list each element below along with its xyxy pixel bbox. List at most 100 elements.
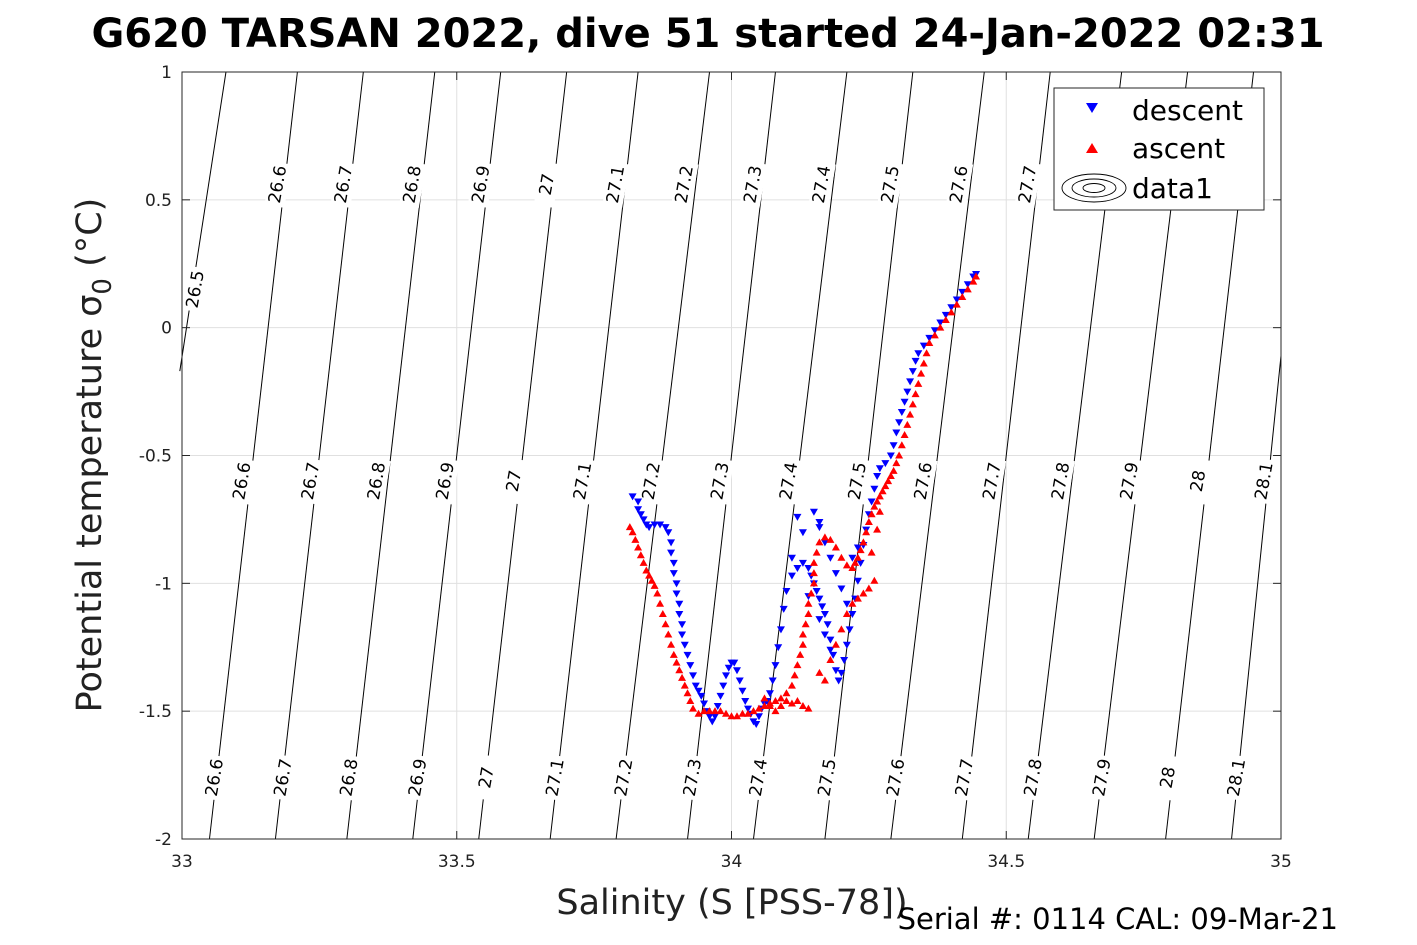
ascent-point [867,548,876,556]
ascent-point [853,553,862,561]
legend-ascent-marker [1086,143,1098,153]
descent-point [845,626,854,634]
ascent-point [917,369,926,377]
descent-point [952,296,961,304]
descent-point [867,498,876,506]
descent-point [735,677,744,685]
density-contour-label-bg [1223,754,1251,802]
ascent-point [859,538,868,546]
density-contour-label-bg [541,754,570,802]
descent-point [678,631,687,639]
density-contour-label-bg [978,457,1007,505]
x-tick-label: 34 [721,852,743,872]
descent-point [752,720,761,728]
descent-point [798,529,807,537]
descent-point [639,516,648,524]
ascent-point [732,712,741,720]
ascent-point [875,507,884,515]
x-tick-label: 33.5 [438,852,476,872]
ascent-point [680,681,689,689]
x-tick-label: 35 [1270,852,1292,872]
descent-point [713,703,722,711]
ascent-point [653,589,662,597]
serial-cal-footer: Serial #: 0114 CAL: 09-Mar-21 [898,902,1338,936]
descent-point [900,398,909,406]
descent-point [848,611,857,619]
descent-point [837,669,846,677]
ascent-point [625,523,634,531]
descent-point [711,713,720,721]
descent-point [787,554,796,562]
density-contour-labels: 26.526.6 26.7 26.8 26.9 27 27.1 27.2 27.3 27.4 27… [182,161,1279,802]
descent-point [897,409,906,417]
ascent-point [798,630,807,638]
ascent-point [807,589,816,597]
density-contour-label-bg [679,754,707,802]
ascent-point [859,589,868,597]
ascent-point [782,696,791,704]
ascent-point [661,620,670,628]
ascent-point [826,535,835,543]
ascent-point [815,538,824,546]
y-tick-label: -1 [155,574,172,594]
ascent-point [969,277,978,285]
ascent-point [664,630,673,638]
descent-point [804,564,813,572]
ascent-point [952,300,961,308]
ascent-point [873,525,882,533]
ascent-point [820,676,829,684]
descent-point [686,662,695,670]
y-tick-label: 1 [161,63,172,83]
density-contour-label-bg [745,754,773,802]
descent-point [669,559,678,567]
ascent-point [686,696,695,704]
ascent-point [804,610,813,618]
ascent-point [930,331,939,339]
ascent-point [906,410,915,418]
density-contour-line [752,71,848,840]
ascent-point [694,709,703,717]
ascent-point [776,702,785,710]
descent-point [782,588,791,596]
density-contour-label-bg [404,754,432,802]
descent-point [963,281,972,289]
ascent-point [914,379,923,387]
ascent-point [848,563,857,571]
descent-point [771,662,780,670]
density-contour-label-bg [602,161,630,208]
descent-point [669,570,678,578]
ascent-point [911,390,920,398]
descent-point [793,564,802,572]
ascent-point [878,487,887,495]
density-contour-label: 27 [475,765,498,790]
descent-point [738,687,747,695]
descent-point [831,667,840,675]
density-contour-label-bg [1250,457,1279,505]
density-contour-label-bg [1154,754,1183,802]
ascent-point [678,673,687,681]
y-tick-label: -2 [155,830,172,850]
density-contour-label-bg [610,754,639,802]
descent-point [848,554,857,562]
descent-point [856,559,865,567]
ascent-point [631,535,640,543]
ascent-point [776,694,785,702]
descent-point [815,595,824,603]
density-contour-label-bg [844,457,872,505]
descent-point [678,621,687,629]
descent-point [870,485,879,493]
ascent-point [771,707,780,715]
ascent-point [831,640,840,648]
descent-point [875,465,884,473]
descent-point [634,506,643,514]
density-contour-label-bg [1047,457,1075,505]
ascent-point [754,704,763,712]
ascent-point [870,502,879,510]
descent-point [903,388,912,396]
descent-point [656,521,665,529]
density-contour-label-bg [813,754,842,802]
density-contour-label-bg [264,161,292,208]
ascent-point [743,709,752,717]
descent-point [829,651,838,659]
descent-point [815,616,824,624]
